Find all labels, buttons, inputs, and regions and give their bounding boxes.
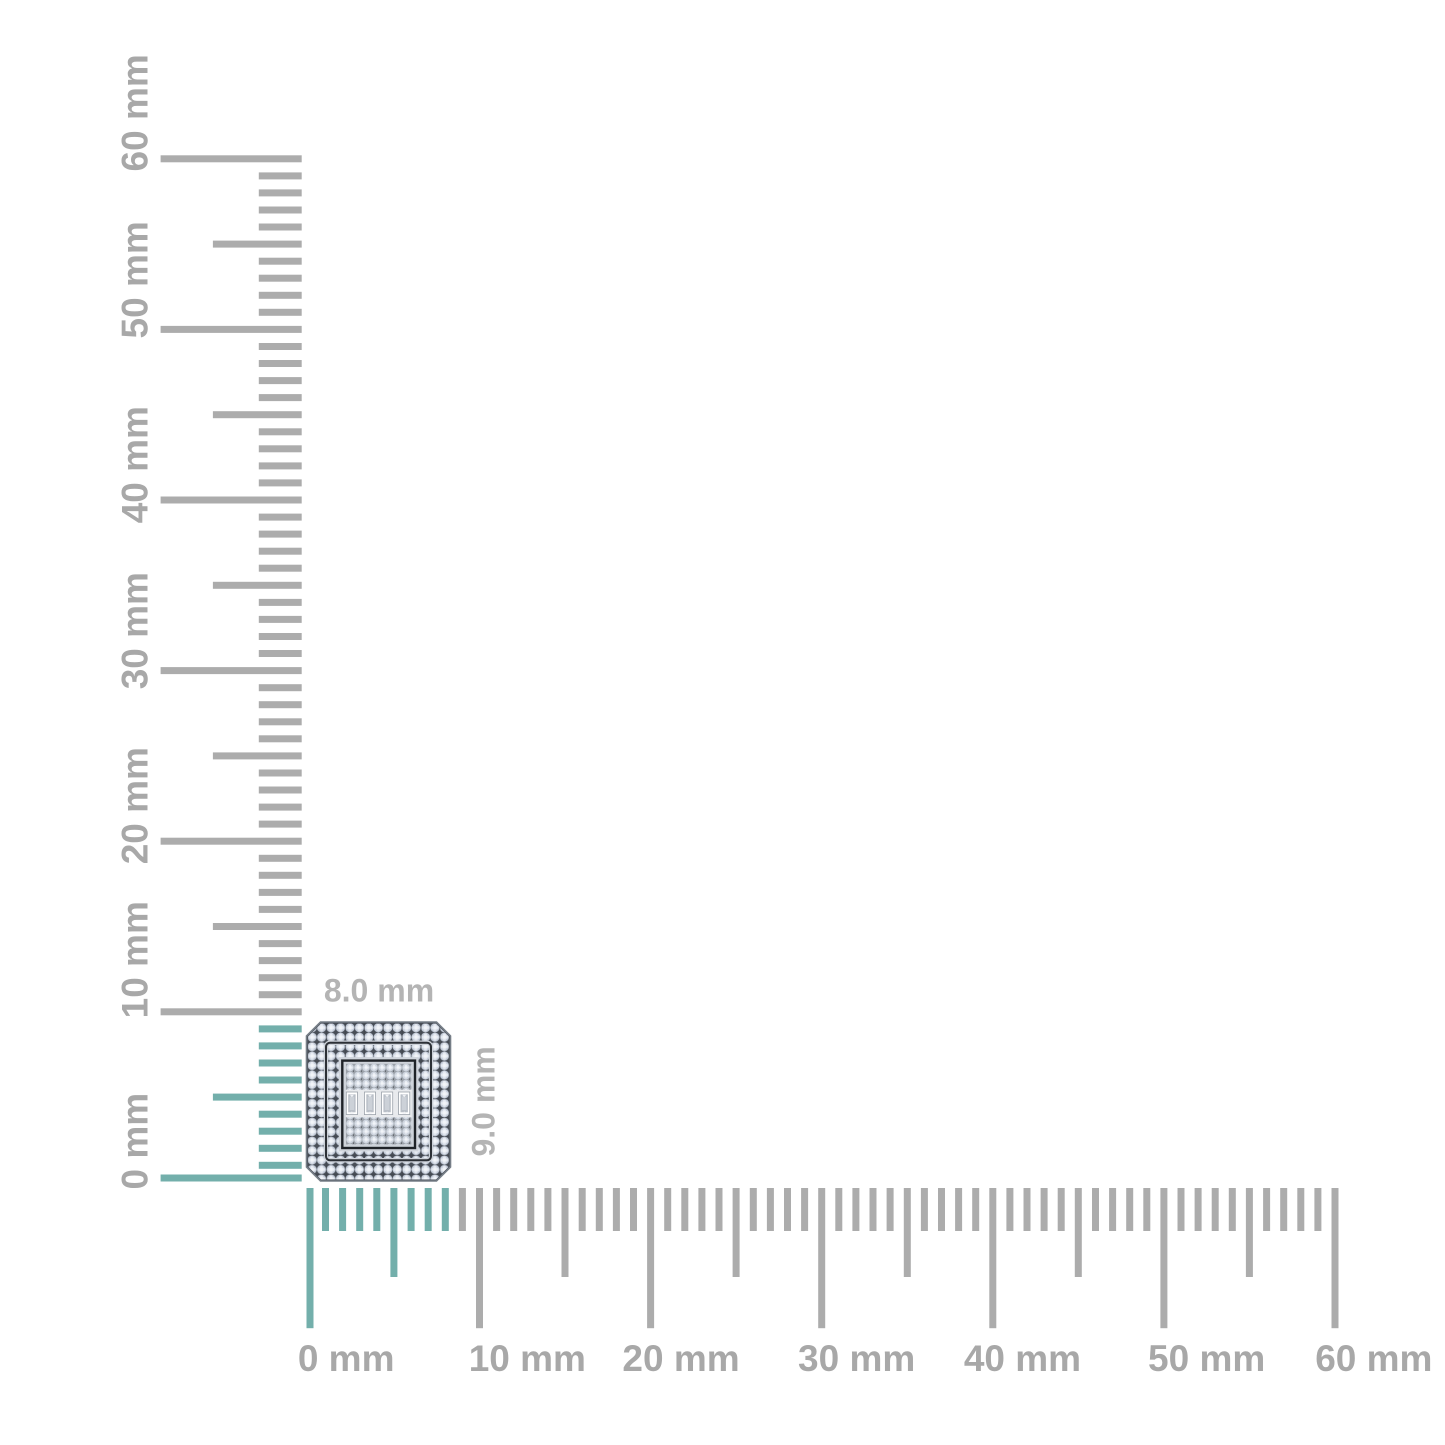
svg-text:0 mm: 0 mm — [114, 1093, 155, 1190]
svg-text:40 mm: 40 mm — [964, 1338, 1081, 1379]
svg-text:30 mm: 30 mm — [798, 1338, 915, 1379]
svg-text:0 mm: 0 mm — [298, 1338, 395, 1379]
svg-text:30 mm: 30 mm — [114, 572, 155, 689]
svg-text:20 mm: 20 mm — [114, 747, 155, 864]
svg-text:20 mm: 20 mm — [622, 1338, 739, 1379]
svg-text:8.0 mm: 8.0 mm — [324, 973, 434, 1009]
svg-text:50 mm: 50 mm — [1148, 1338, 1265, 1379]
svg-text:9.0 mm: 9.0 mm — [466, 1046, 502, 1156]
svg-text:60 mm: 60 mm — [114, 54, 155, 171]
svg-text:10 mm: 10 mm — [114, 901, 155, 1018]
svg-text:60 mm: 60 mm — [1315, 1338, 1432, 1379]
svg-text:40 mm: 40 mm — [114, 406, 155, 523]
svg-text:50 mm: 50 mm — [114, 221, 155, 338]
svg-text:10 mm: 10 mm — [469, 1338, 586, 1379]
